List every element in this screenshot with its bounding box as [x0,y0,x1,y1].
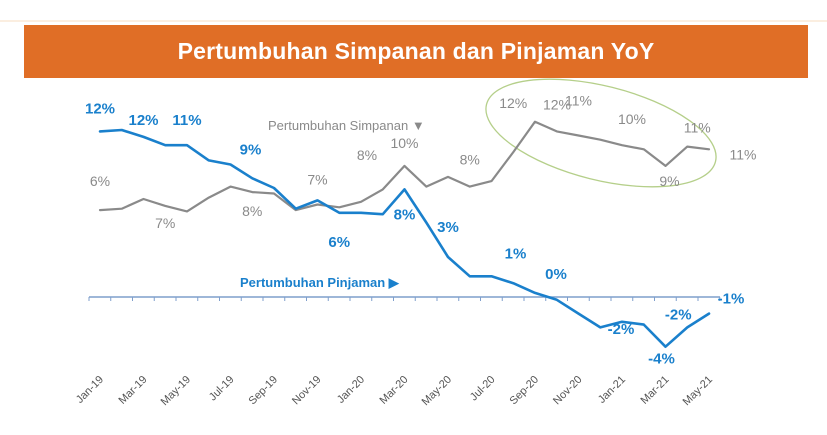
data-label-pinjaman: -1% [718,291,745,308]
highlight-ellipse [485,78,717,188]
x-tick-label: Mar-19 [116,374,149,407]
series-line-pinjaman [98,128,711,349]
data-label-pinjaman: 6% [328,234,350,251]
data-label-pinjaman: 11% [172,112,201,129]
data-label-pinjaman: 12% [128,112,158,129]
data-label-pinjaman: 0% [545,266,567,283]
data-label-pinjaman: 8% [394,206,416,223]
data-label-pinjaman: -4% [648,351,675,368]
data-label-pinjaman: 12% [85,100,115,117]
x-tick-label: Sep-20 [508,374,542,408]
data-label-pinjaman: -2% [608,321,635,338]
chart-title: Pertumbuhan Simpanan dan Pinjaman YoY [177,38,655,64]
data-label-simpanan: 12% [499,95,527,111]
data-label-pinjaman: 9% [240,142,262,159]
top-separator [0,20,827,22]
data-label-simpanan: 7% [155,215,175,231]
legend-label-pinjaman: Pertumbuhan Pinjaman ▶ [240,275,400,290]
series-line-simpanan [98,120,711,213]
x-tick-label: Jan-20 [335,374,367,406]
x-tick-label: Nov-20 [551,374,585,408]
data-label-simpanan: 12% [543,97,571,113]
title-banner: Pertumbuhan Simpanan dan Pinjaman YoY [24,25,808,78]
data-label-simpanan: 10% [390,135,418,151]
data-label-simpanan: 10% [618,111,646,127]
data-label-simpanan: 11% [684,120,711,136]
x-tick-label: May-19 [159,374,193,408]
data-label-simpanan: 8% [242,203,262,219]
x-tick-label: Mar-21 [638,374,671,407]
data-label-simpanan: 9% [659,173,679,189]
x-tick-label: May-21 [681,374,715,408]
data-label-simpanan: 11% [565,93,592,109]
data-label-pinjaman: -2% [665,306,692,323]
x-tick-label: Jul-19 [207,374,237,404]
x-tick-label: Jan-21 [596,374,628,406]
x-tick-label: May-20 [420,374,454,408]
data-label-simpanan: 7% [307,172,327,188]
x-tick-label: Nov-19 [290,374,324,408]
legend-label-simpanan: Pertumbuhan Simpanan ▼ [268,118,425,133]
x-tick-label: Jul-20 [468,374,498,404]
data-label-simpanan: 8% [357,147,377,163]
data-label-simpanan: 6% [90,173,110,189]
x-tick-label: Jan-19 [74,374,106,406]
data-label-simpanan: 11% [730,146,757,162]
data-label-pinjaman: 1% [505,245,527,262]
data-label-simpanan: 8% [460,152,480,168]
x-tick-label: Mar-20 [377,374,410,407]
x-tick-label: Sep-19 [247,374,281,408]
data-label-pinjaman: 3% [437,219,459,236]
